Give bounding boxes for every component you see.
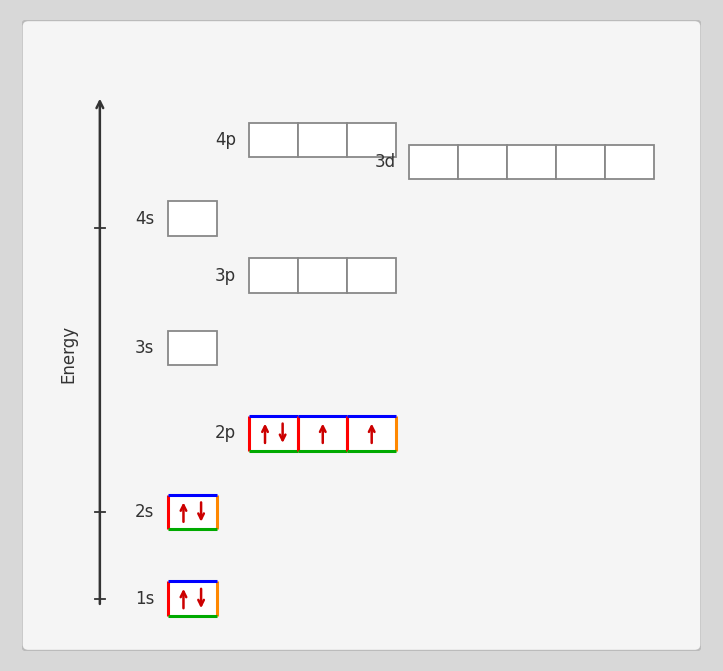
Bar [249,123,299,157]
Bar [249,258,299,293]
Text: 4s: 4s [135,210,154,228]
Text: 2s: 2s [135,503,154,521]
Bar [168,495,217,529]
Bar [507,145,556,179]
Bar [168,201,217,236]
Bar [409,145,458,179]
Bar [347,258,396,293]
Bar [556,145,605,179]
Bar [249,416,299,451]
Bar [299,258,347,293]
Text: 4p: 4p [215,131,236,149]
Bar [347,123,396,157]
Bar [347,416,396,451]
Bar [299,123,347,157]
Text: 2p: 2p [215,424,236,442]
FancyBboxPatch shape [22,20,701,651]
Text: 1s: 1s [135,590,154,607]
Bar [458,145,507,179]
Bar [605,145,654,179]
Bar [168,331,217,366]
Text: 3p: 3p [215,266,236,285]
Text: 3s: 3s [135,339,154,357]
Text: 3d: 3d [375,153,395,171]
Bar [168,581,217,616]
Text: Energy: Energy [59,325,77,384]
Bar [299,416,347,451]
